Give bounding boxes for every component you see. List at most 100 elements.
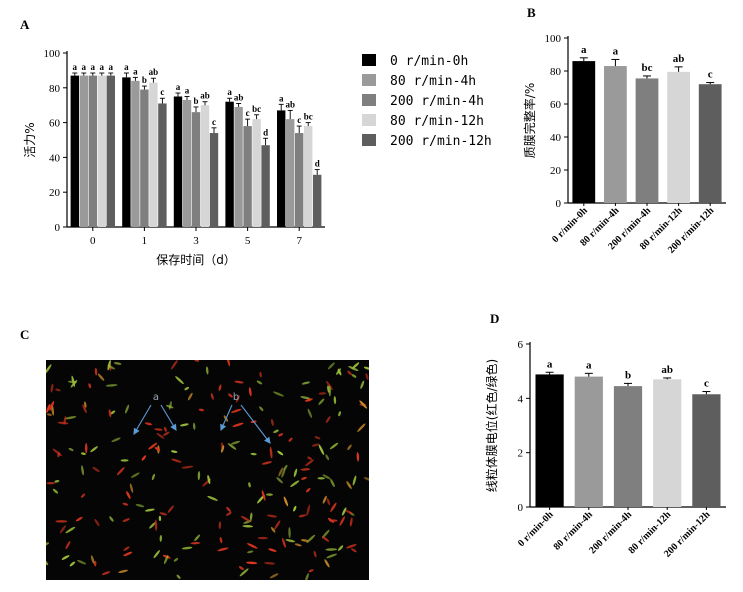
micrograph-cells	[46, 360, 369, 580]
chart-d-y-tick-label: 4	[518, 393, 524, 405]
chart-d-bar	[574, 376, 603, 507]
chart-d-bar	[535, 374, 564, 507]
chart-a-y-tick-label: 20	[49, 187, 61, 199]
chart-d-sig-label: ab	[661, 364, 673, 376]
chart-a-sig-label: bc	[252, 104, 261, 114]
chart-a-x-tick-label: 5	[245, 235, 251, 247]
chart-b-y-tick-label: 0	[556, 198, 562, 210]
chart-a-sig-label: d	[315, 159, 320, 169]
chart-a-sig-label: a	[109, 62, 114, 72]
chart-a-bar	[191, 112, 201, 227]
chart-d-x-tick-label: 0 r/min-0h	[516, 509, 556, 549]
chart-d-bar	[692, 394, 721, 507]
chart-d-y-tick-label: 2	[518, 448, 524, 460]
chart-a-x-tick-label: 3	[193, 235, 199, 247]
chart-a-y-tick-label: 0	[55, 222, 61, 234]
chart-b-sig-label: a	[613, 45, 619, 57]
chart-d-sig-label: a	[586, 359, 592, 371]
chart-a-x-label: 保存时间（d）	[156, 253, 236, 267]
chart-d-bar	[653, 379, 682, 507]
chart-b-bar	[667, 71, 690, 203]
chart-b-bar	[604, 66, 627, 203]
chart-a-sig-label: a	[100, 62, 105, 72]
chart-b-y-tick-label: 80	[550, 66, 562, 78]
chart-b-sig-label: c	[708, 69, 713, 81]
chart-d-y-tick-label: 6	[518, 339, 524, 351]
chart-a-sig-label: ab	[234, 92, 244, 102]
chart-a-bar	[234, 106, 243, 227]
chart-a-bar	[122, 77, 131, 227]
chart-b-bar	[698, 84, 722, 203]
chart-a-bar	[277, 110, 286, 227]
legend-swatch	[362, 134, 376, 146]
chart-a-sig-label: c	[212, 117, 216, 127]
chart-a-bar	[70, 75, 79, 228]
legend-entry: 80 r/min-12h	[390, 114, 484, 129]
chart-a-sig-label: a	[82, 62, 87, 72]
chart-a-bar	[243, 126, 252, 227]
chart-a-bar	[158, 103, 167, 227]
chart-a-sig-label: b	[193, 96, 198, 106]
chart-a-y-label: 活力%	[23, 122, 37, 157]
chart-a-bar	[140, 89, 149, 227]
chart-a-bar	[149, 82, 158, 227]
legend-entry: 200 r/min-4h	[390, 94, 484, 109]
chart-a-sig-label: a	[227, 87, 232, 97]
micrograph-label-a: a	[153, 392, 159, 403]
legend-entry: 200 r/min-12h	[390, 134, 492, 149]
chart-a-sig-label: bc	[304, 112, 313, 122]
chart-a-sig-label: d	[263, 127, 268, 137]
chart-a-y-tick-label: 100	[44, 48, 61, 60]
chart-a-bar	[209, 133, 219, 227]
micrograph-arrow	[133, 404, 152, 435]
chart-a-sig-label: a	[91, 62, 96, 72]
chart-b-sig-label: ab	[673, 53, 685, 65]
chart-a-y-tick-label: 80	[49, 83, 61, 95]
chart-a-bar	[313, 174, 322, 227]
chart-a-x-tick-label: 1	[142, 235, 148, 247]
panel-letter-a: A	[20, 17, 30, 32]
chart-a-bar	[295, 133, 304, 227]
chart-a-y-tick-label: 60	[49, 118, 61, 130]
panel-letter-d: D	[490, 311, 499, 326]
micrograph-arrow	[240, 404, 271, 444]
chart-d-y-label: 线粒体膜电位(红色/绿色)	[484, 359, 499, 492]
chart-a-bar	[97, 75, 106, 228]
chart-d-sig-label: a	[547, 358, 553, 370]
chart-a-bar	[261, 145, 270, 227]
legend-swatch	[362, 114, 376, 126]
chart-a-sig-label: ab	[149, 67, 159, 77]
chart-b-sig-label: bc	[642, 62, 653, 74]
chart-a-sig-label: c	[297, 115, 301, 125]
chart-a-x-tick-label: 7	[296, 235, 302, 247]
micrograph-arrow	[220, 404, 233, 432]
legend-swatch	[362, 74, 376, 86]
chart-a-sig-label: a	[176, 82, 181, 92]
chart-a-sig-label: a	[279, 93, 284, 103]
chart-b-y-tick-label: 40	[550, 132, 562, 144]
chart-a-bar	[88, 75, 97, 228]
chart-a-bar	[252, 119, 261, 227]
chart-a-sig-label: a	[185, 86, 190, 96]
chart-a-bar	[131, 80, 140, 227]
chart-a-bar	[182, 99, 192, 227]
chart-b-bar	[635, 78, 659, 203]
chart-a-bar	[173, 96, 183, 227]
chart-a-bar	[225, 101, 234, 227]
chart-a-bar	[106, 75, 115, 228]
chart-a-bar	[304, 126, 313, 227]
chart-a-sig-label: ab	[200, 91, 210, 101]
legend-entry: 0 r/min-0h	[390, 54, 468, 69]
chart-b-y-tick-label: 20	[550, 165, 562, 177]
chart-a-sig-label: a	[124, 62, 129, 72]
chart-a-sig-label: a	[133, 66, 138, 76]
micrograph-arrow	[160, 404, 177, 431]
chart-d-y-tick-label: 0	[518, 502, 524, 514]
chart-a-sig-label: b	[142, 75, 147, 85]
chart-a-sig-label: c	[160, 87, 164, 97]
chart-b-y-tick-label: 100	[545, 33, 562, 45]
legend-swatch	[362, 94, 376, 106]
